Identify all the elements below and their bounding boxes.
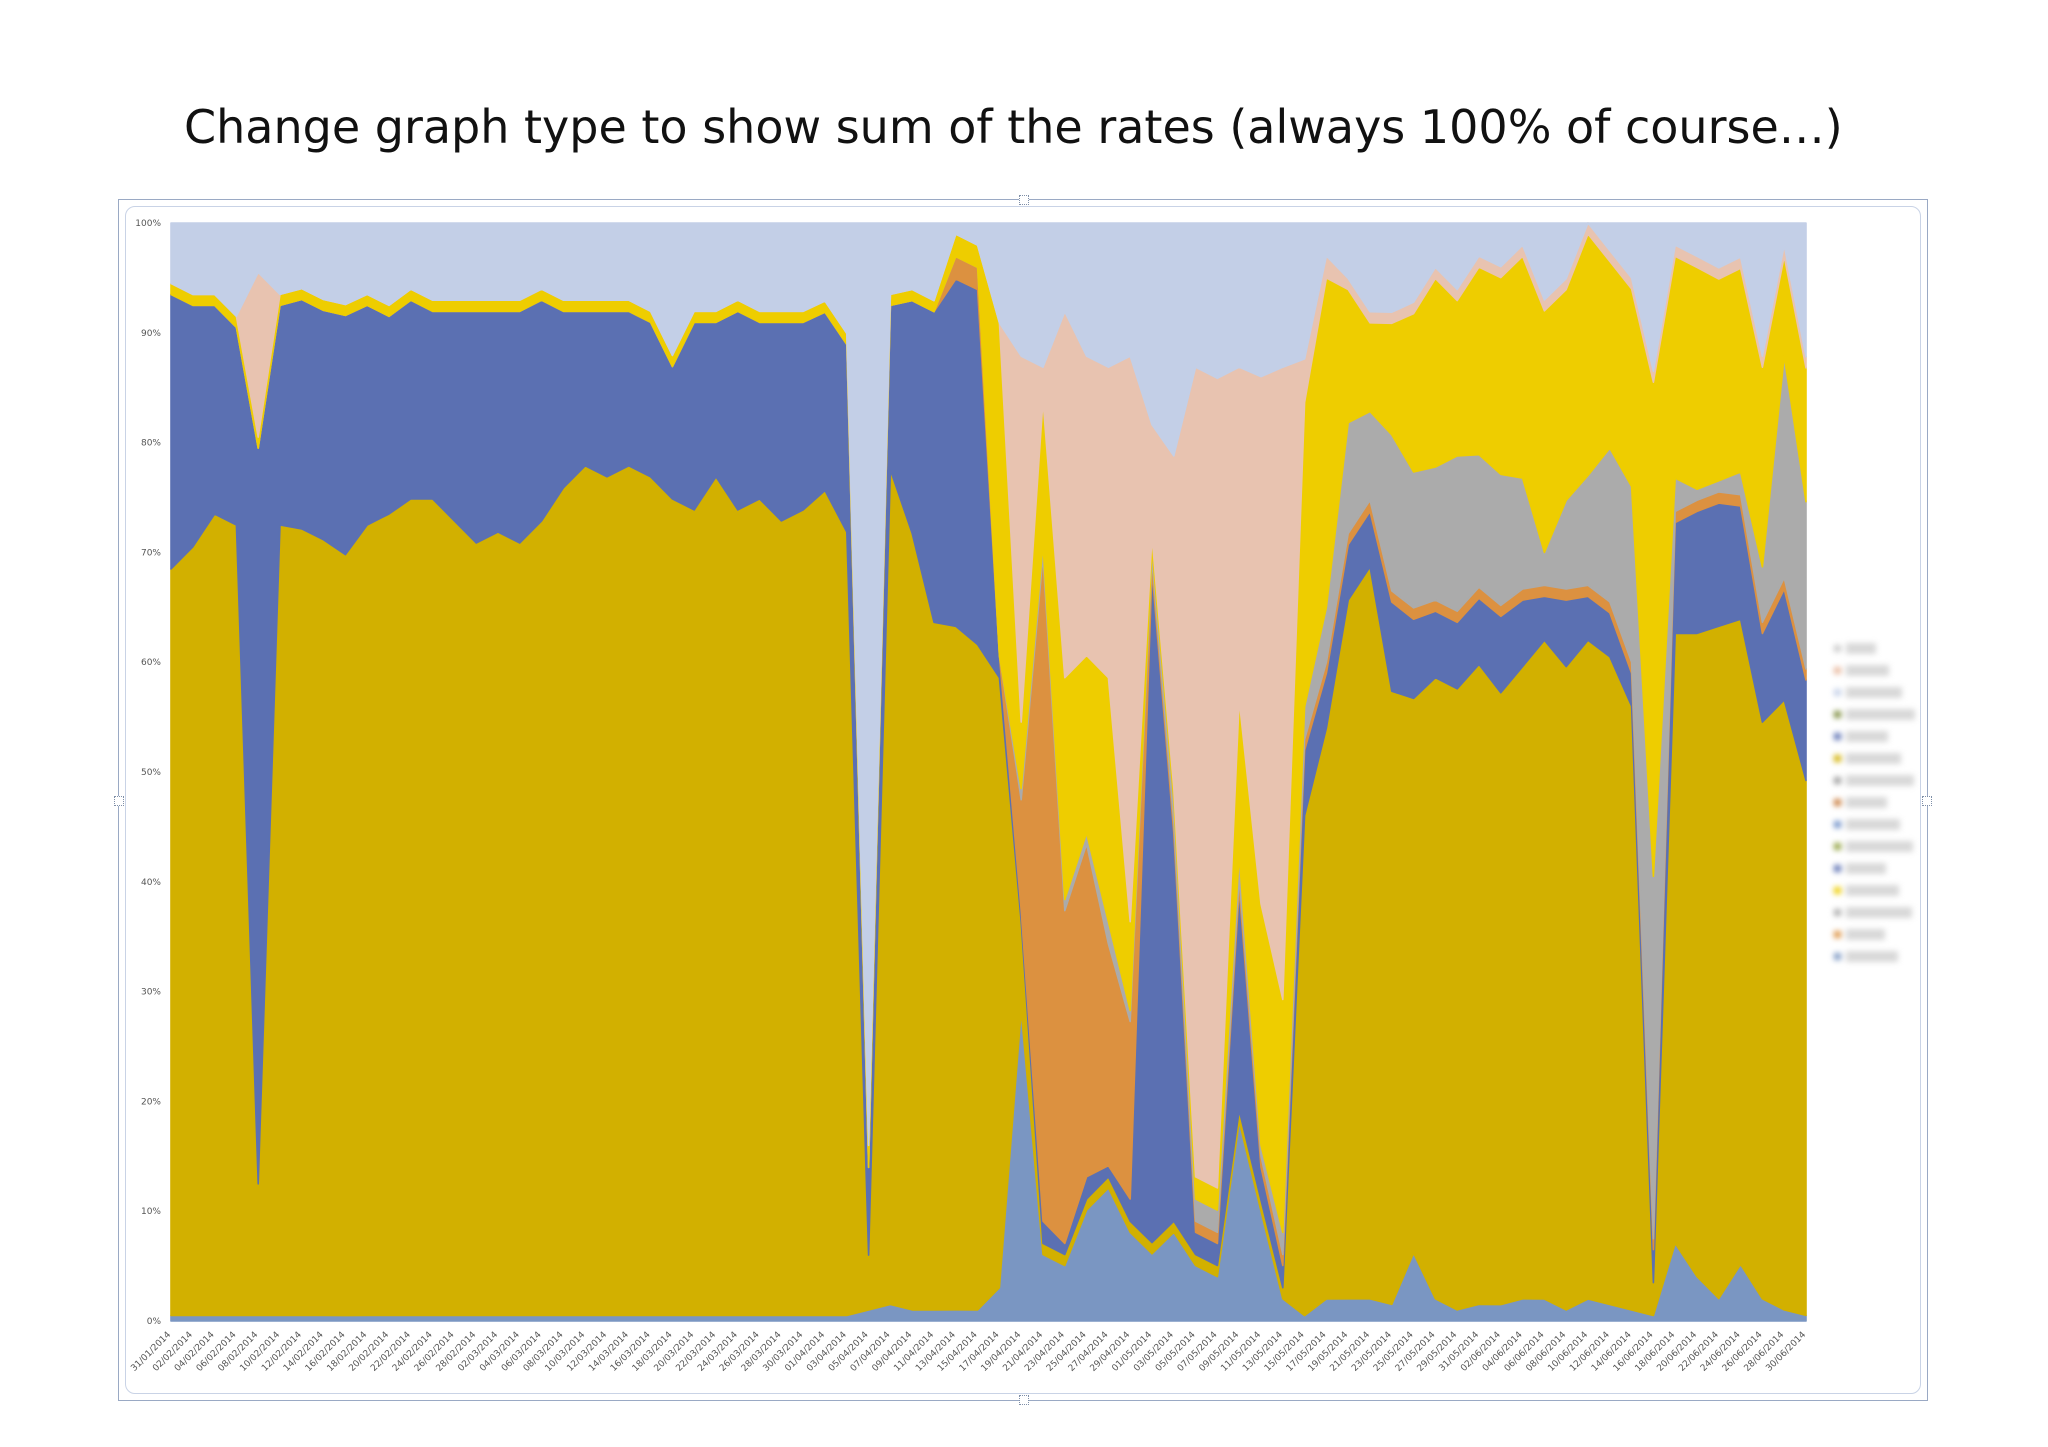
y-tick-label: 0% [147, 1317, 162, 1327]
resize-handle-bottom[interactable] [1019, 1395, 1029, 1405]
area-series-8[interactable] [170, 222, 1807, 1147]
legend-label-blurred [1846, 665, 1889, 676]
y-tick-label: 40% [141, 878, 161, 888]
legend-swatch [1834, 887, 1841, 894]
resize-handle-top[interactable] [1019, 195, 1029, 205]
legend-swatch [1834, 645, 1841, 652]
y-tick-label: 50% [141, 768, 161, 778]
legend-swatch [1834, 953, 1841, 960]
legend-swatch [1834, 799, 1841, 806]
y-tick-label: 30% [141, 988, 161, 998]
legend-label-blurred [1846, 731, 1888, 742]
slide-title: Change graph type to show sum of the rat… [184, 100, 1843, 154]
y-tick-label: 80% [141, 439, 161, 449]
legend-swatch [1834, 909, 1841, 916]
legend-swatch [1834, 821, 1841, 828]
legend-swatch [1834, 931, 1841, 938]
legend-swatch [1834, 711, 1841, 718]
legend-label-blurred [1846, 841, 1913, 852]
legend-label-blurred [1846, 951, 1898, 962]
y-tick-label: 10% [141, 1207, 161, 1217]
legend-label-blurred [1846, 753, 1901, 764]
resize-handle-right[interactable] [1922, 796, 1932, 806]
legend-label-blurred [1846, 775, 1914, 786]
legend-label-blurred [1846, 643, 1876, 654]
legend-label-blurred [1846, 863, 1886, 874]
legend-swatch [1834, 733, 1841, 740]
resize-handle-left[interactable] [114, 796, 124, 806]
y-tick-label: 100% [135, 219, 161, 229]
y-tick-label: 90% [141, 329, 161, 339]
y-tick-label: 20% [141, 1097, 161, 1107]
x-axis: 31/01/201402/02/201404/02/201406/02/2014… [129, 1330, 1808, 1374]
legend-label-blurred [1846, 929, 1885, 940]
legend-swatch [1834, 865, 1841, 872]
legend-swatch [1834, 755, 1841, 762]
legend-label-blurred [1846, 819, 1900, 830]
legend [1834, 643, 1915, 962]
chart-area-border [125, 206, 1921, 1394]
legend-swatch [1834, 667, 1841, 674]
y-axis: 0% 10% 20% 30% 40% 50% 60% 70% 80% 90% 100% [135, 219, 161, 1327]
legend-label-blurred [1846, 885, 1899, 896]
legend-label-blurred [1846, 907, 1912, 918]
legend-label-blurred [1846, 687, 1902, 698]
area-series-group [170, 222, 1807, 1322]
legend-label-blurred [1846, 797, 1887, 808]
legend-swatch [1834, 843, 1841, 850]
legend-label-blurred [1846, 709, 1915, 720]
y-tick-label: 60% [141, 658, 161, 668]
legend-swatch [1834, 777, 1841, 784]
legend-swatch [1834, 689, 1841, 696]
y-tick-label: 70% [141, 548, 161, 558]
